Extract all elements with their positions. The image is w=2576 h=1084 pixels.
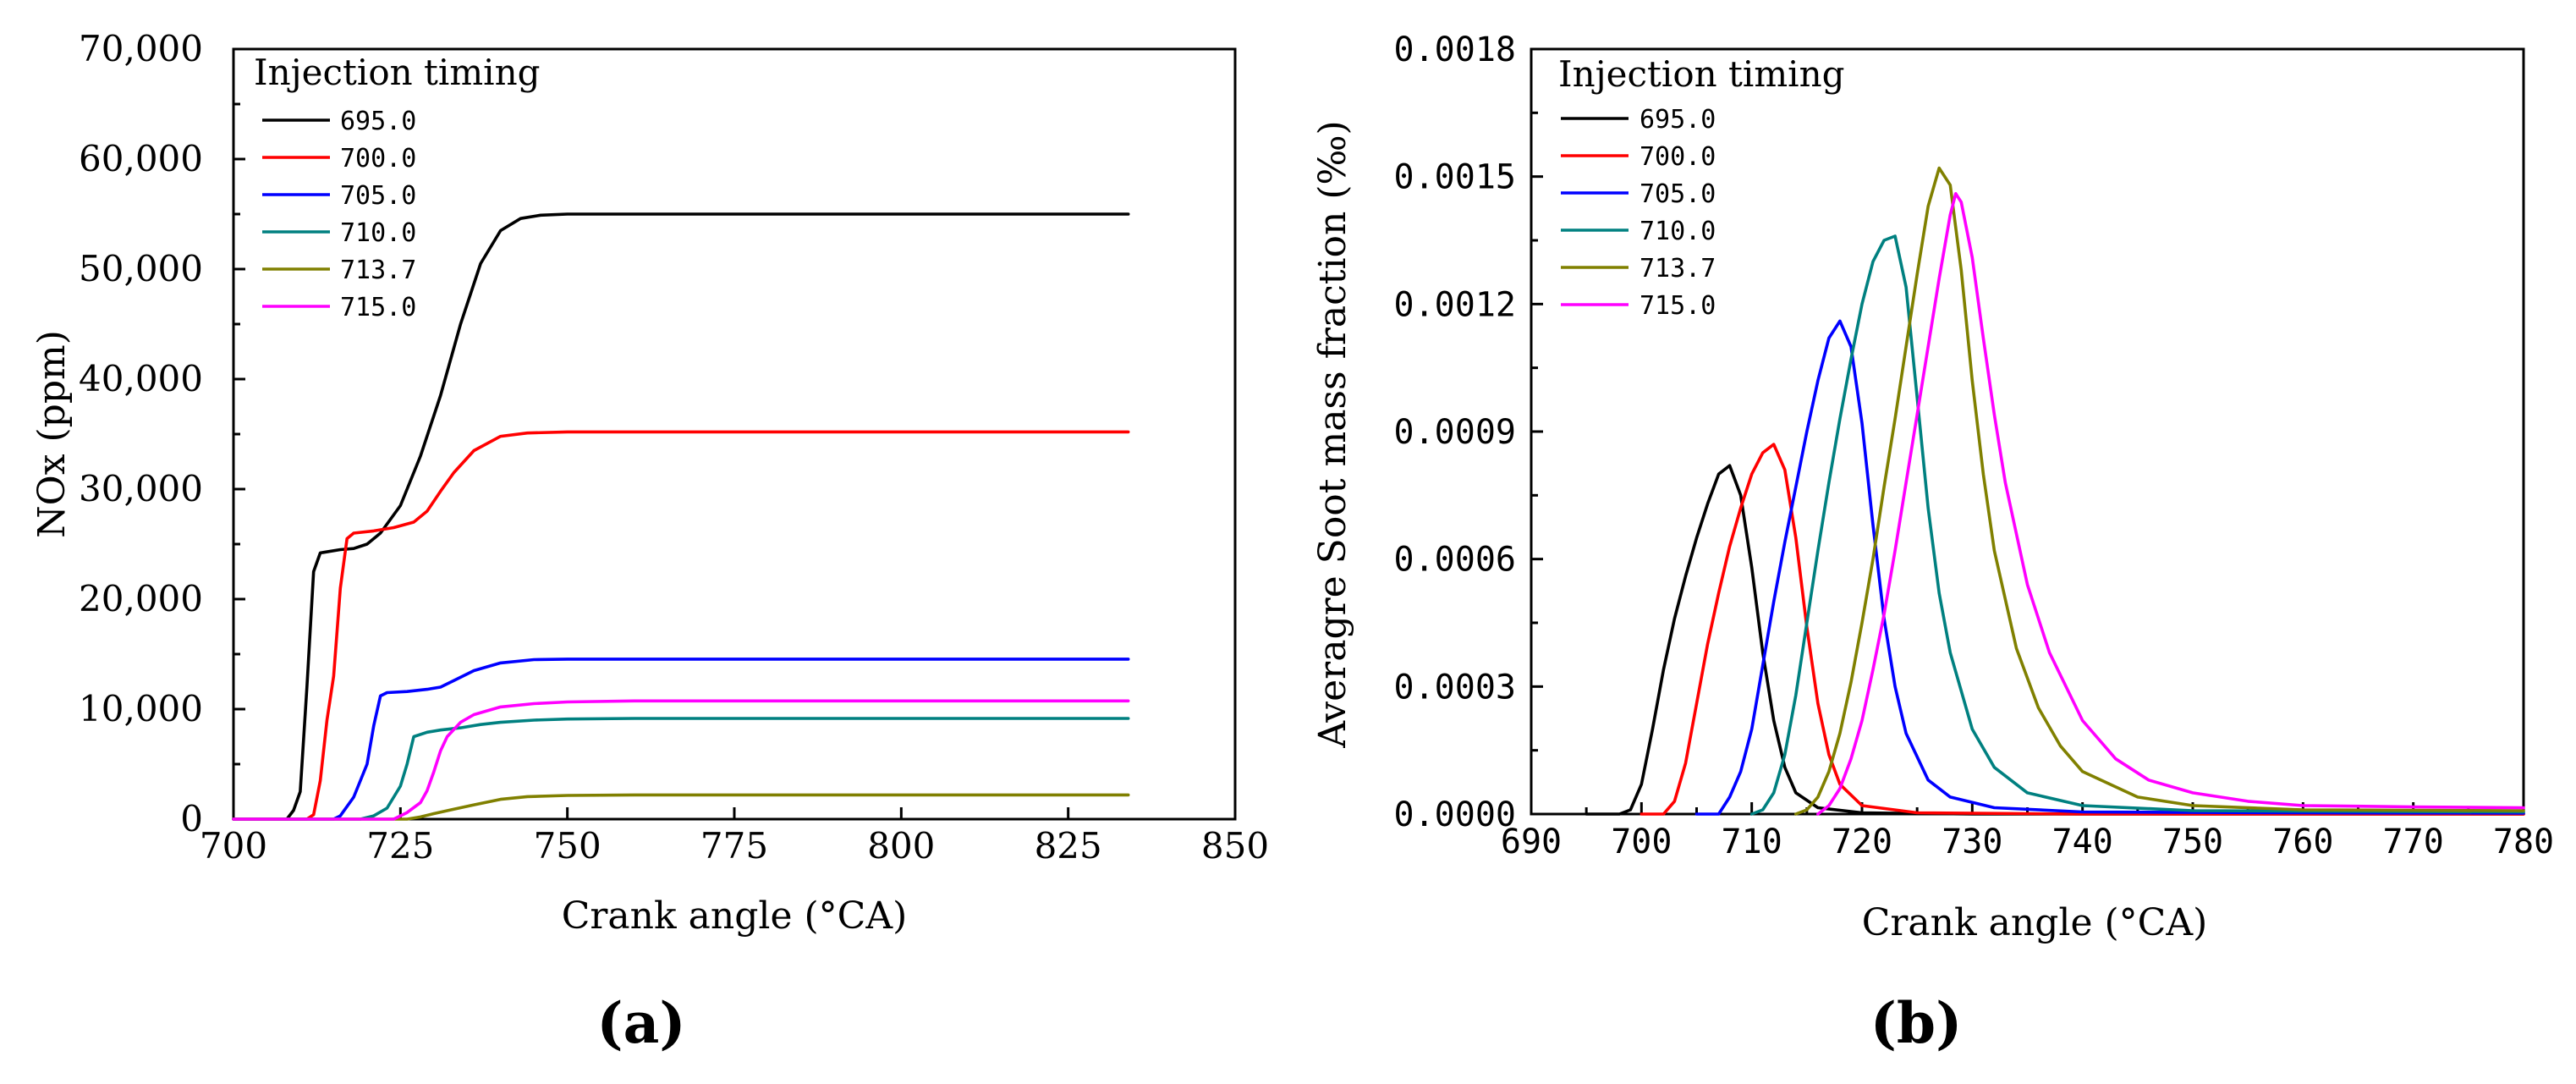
y-tick-label: 0	[180, 798, 203, 839]
legend-entry: 710.0	[1640, 217, 1716, 246]
x-tick-label: 825	[1035, 825, 1102, 867]
panel-b-x-axis-title: Crank angle (°CA)	[1862, 901, 2208, 944]
y-tick-label: 50,000	[79, 248, 203, 289]
legend-entry: 700.0	[340, 144, 416, 173]
series-line-710-0	[1749, 234, 2525, 816]
x-tick-label: 750	[2162, 823, 2223, 861]
legend-entry: 705.0	[1640, 179, 1716, 209]
series-line-705-0	[232, 658, 1130, 821]
series-line-710-0	[232, 717, 1130, 821]
series-line-700-0	[232, 430, 1130, 821]
x-tick-label: 700	[200, 825, 267, 867]
x-tick-label: 780	[2493, 823, 2554, 861]
x-tick-label: 800	[867, 825, 935, 867]
panel-a-y-axis-title: NOx (ppm)	[30, 330, 74, 538]
panel-b-soot-chart: 690 700 710 720 730 740 750 760 770 780 0.0000 0.00…	[1311, 30, 2554, 1056]
series-line-715-0	[232, 699, 1130, 821]
panel-b-series-group	[1585, 166, 2525, 816]
panel-a-ticks: 700 725 750 775 800 825 850 0 10,000 20,000 30,000…	[79, 28, 1269, 867]
legend-entry: 695.0	[1640, 105, 1716, 135]
series-line-715-0	[1816, 192, 2525, 816]
y-tick-label: 0.0012	[1394, 285, 1517, 324]
series-line-713-7	[1794, 166, 2525, 816]
x-tick-label: 740	[2052, 823, 2113, 861]
x-tick-label: 700	[1611, 823, 1672, 861]
y-tick-label: 0.0015	[1394, 158, 1517, 197]
x-tick-label: 760	[2272, 823, 2333, 861]
legend-entry: 695.0	[340, 107, 416, 136]
y-tick-label: 70,000	[79, 28, 203, 69]
series-line-713-7	[232, 793, 1130, 821]
legend-entry: 713.7	[340, 256, 416, 285]
legend-title: Injection timing	[254, 52, 541, 93]
x-tick-label: 710	[1722, 823, 1782, 861]
panel-b-legend: Injection timing 695.0 700.0 705.0 710.0 713.…	[1558, 53, 1845, 321]
panel-b-ticks: 690 700 710 720 730 740 750 760 770 780 0.0000 0.00…	[1394, 30, 2555, 861]
y-tick-label: 30,000	[79, 468, 203, 509]
panel-a-x-axis-title: Crank angle (°CA)	[562, 894, 908, 938]
legend-entry: 710.0	[340, 218, 416, 248]
x-tick-label: 720	[1832, 823, 1892, 861]
y-tick-label: 10,000	[79, 688, 203, 729]
panel-a-label: (a)	[596, 990, 685, 1056]
legend-entry: 700.0	[1640, 142, 1716, 172]
y-tick-label: 20,000	[79, 578, 203, 619]
x-tick-label: 730	[1942, 823, 2002, 861]
series-line-705-0	[1694, 319, 2525, 816]
x-tick-label: 750	[534, 825, 601, 867]
panel-a-legend: Injection timing 695.0 700.0 705.0 710.0 713.…	[254, 52, 541, 322]
legend-entry: 705.0	[340, 181, 416, 211]
y-tick-label: 0.0009	[1394, 413, 1517, 452]
x-tick-label: 690	[1501, 823, 1562, 861]
series-line-700-0	[1640, 443, 2525, 816]
panel-b-label: (b)	[1870, 990, 1963, 1056]
legend-title: Injection timing	[1558, 53, 1845, 95]
legend-entry: 713.7	[1640, 254, 1716, 283]
y-tick-label: 40,000	[79, 358, 203, 399]
x-tick-label: 725	[366, 825, 434, 867]
panel-a-nox-chart: 700 725 750 775 800 825 850 0 10,000 20,000 30,000…	[30, 28, 1269, 1056]
legend-entry: 715.0	[1640, 291, 1716, 321]
panel-b-y-axis-title: Averagre Soot mass fraction (‰)	[1311, 120, 1354, 748]
series-line-695-0	[1585, 464, 2525, 816]
y-tick-label: 0.0018	[1394, 30, 1517, 69]
y-tick-label: 0.0006	[1394, 541, 1517, 580]
x-tick-label: 775	[700, 825, 768, 867]
x-tick-label: 770	[2383, 823, 2444, 861]
y-tick-label: 60,000	[79, 138, 203, 179]
y-tick-label: 0.0000	[1394, 795, 1517, 834]
legend-entry: 715.0	[340, 293, 416, 322]
x-tick-label: 850	[1201, 825, 1269, 867]
panel-a-series-group	[232, 212, 1130, 821]
y-tick-label: 0.0003	[1394, 668, 1517, 707]
series-line-695-0	[232, 212, 1130, 821]
